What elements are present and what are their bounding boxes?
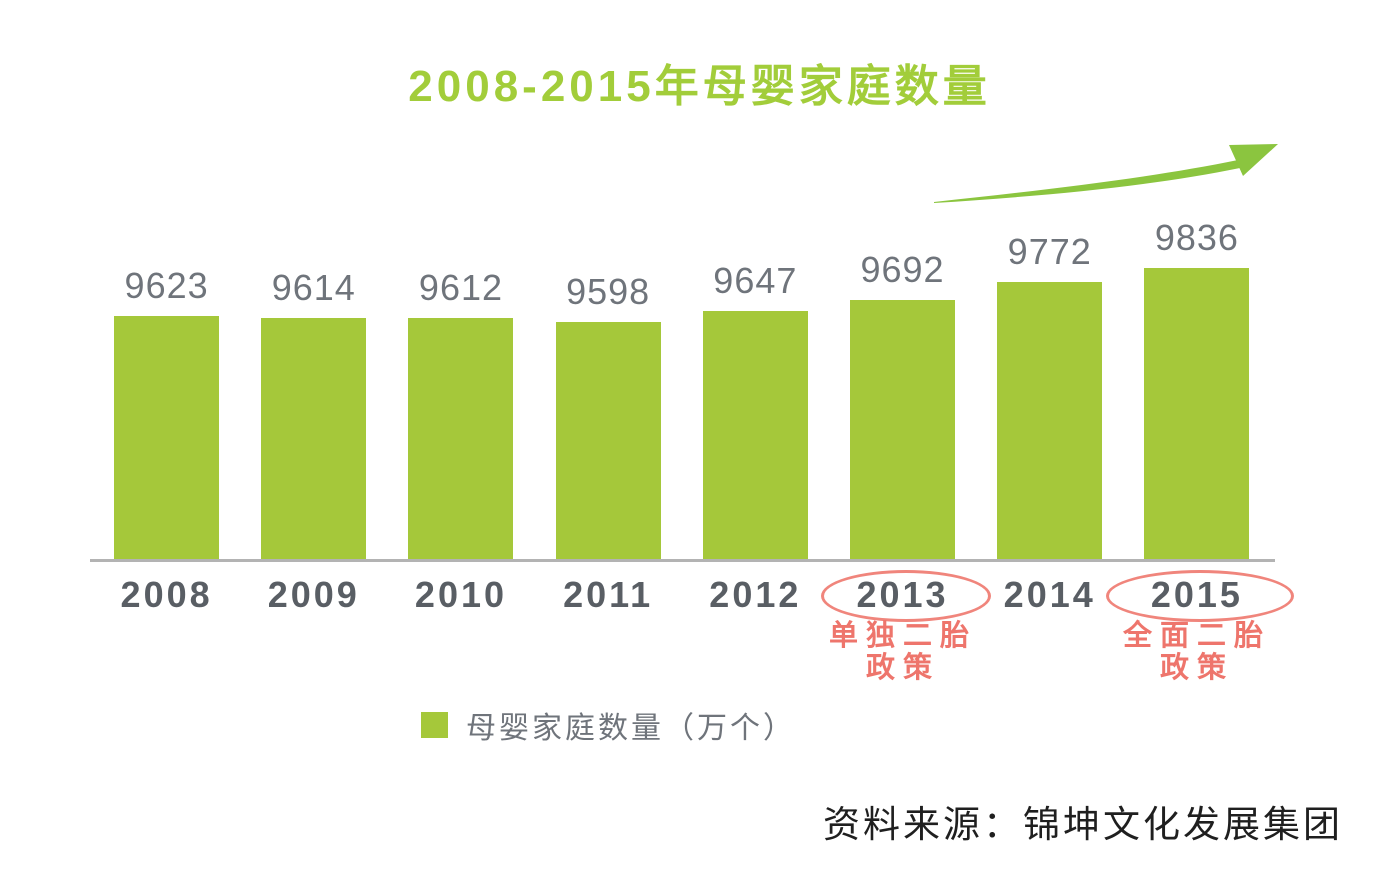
plot-area: 9623 9614 9612 9598 9647 9692 9772 9836 [93,206,1271,561]
bar-column-2015: 9836 [1123,206,1270,561]
bar-value-label-2014: 9772 [1007,231,1092,272]
bar-column-2014: 9772 [976,206,1123,561]
bar-value-label-2015: 9836 [1154,217,1239,258]
x-axis-label-2011: 2011 [563,574,654,615]
bar-2008 [114,316,220,561]
bar-2015 [1144,268,1250,561]
trend-arrow-icon [934,144,1278,203]
x-axis-label-2014: 2014 [1003,574,1096,615]
bar-2011 [555,322,661,561]
chart-title: 2008-2015年母婴家庭数量 [408,62,991,111]
bar-column-2010: 9612 [387,206,534,561]
x-axis-line [90,559,1275,562]
bar-value-label-2013: 9692 [860,249,945,290]
x-axis-label-2008: 2008 [120,574,213,615]
bar-column-2013: 9692 [829,206,976,561]
bar-value-label-2010: 9612 [418,267,504,308]
bar-column-2011: 9598 [535,206,682,561]
x-axis-labels: 2008 2009 2010 2011 2012 2013 2014 2015 [93,574,1271,616]
bar-value-label-2012: 9647 [713,260,798,301]
highlight-ellipse-2015 [1106,570,1294,622]
policy-annotation-2015: 全面二胎 政策 [1122,620,1271,684]
highlight-ellipse-2013 [821,570,991,622]
bar-2013 [850,300,956,561]
bar-column-2008: 9623 [93,206,240,561]
legend: 母婴家庭数量（万个） [421,703,796,747]
bar-value-label-2009: 9614 [271,267,356,308]
bar-2014 [997,282,1103,561]
legend-color-swatch [421,712,448,738]
bar-2010 [408,318,514,561]
bar-value-label-2008: 9623 [124,265,209,306]
bar-column-2012: 9647 [682,206,829,561]
bar-2012 [702,311,808,561]
source-note: 资料来源：锦坤文化发展集团 [823,803,1343,846]
bar-2009 [261,318,367,561]
policy-annotation-2013: 单独二胎 政策 [828,620,977,684]
x-axis-label-2009: 2009 [267,574,360,615]
bar-value-label-2011: 9598 [566,271,651,312]
bar-column-2009: 9614 [240,206,387,561]
x-axis-label-2012: 2012 [709,574,802,615]
x-axis-label-2010: 2010 [414,574,508,615]
legend-label: 母婴家庭数量（万个） [466,712,796,745]
